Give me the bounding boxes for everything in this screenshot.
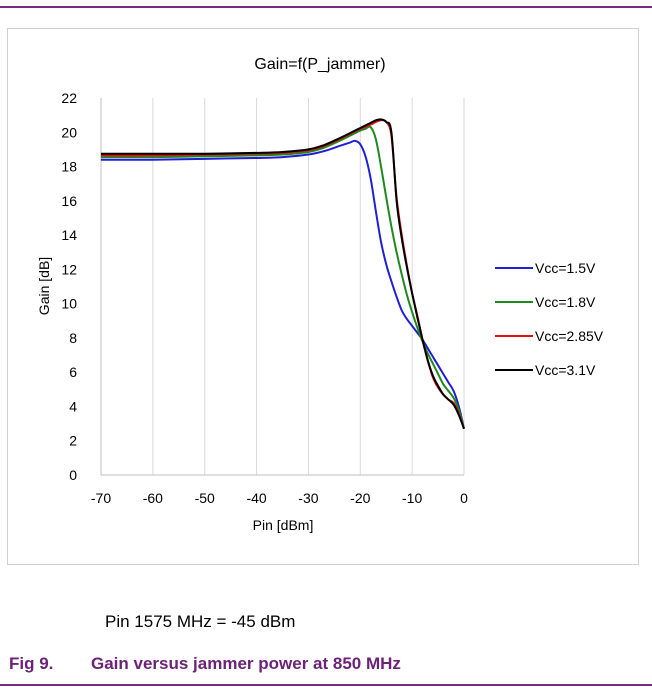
grid-layer bbox=[152, 98, 465, 475]
y-tick-label: 14 bbox=[61, 227, 77, 243]
figure-title: Gain versus jammer power at 850 MHz bbox=[91, 654, 401, 673]
legend-label: Vcc=1.5V bbox=[535, 260, 596, 276]
x-tick-label: -10 bbox=[402, 490, 422, 506]
figure-number: Fig 9. bbox=[9, 654, 54, 673]
legend-layer: Vcc=1.5V Vcc=1.8V Vcc=2.85V Vcc=3.1V bbox=[495, 260, 604, 378]
y-tick-label: 22 bbox=[61, 90, 77, 106]
figure-caption: Fig 9. Gain versus jammer power at 850 MH… bbox=[9, 654, 401, 674]
series-layer bbox=[100, 118, 465, 430]
y-tick-label: 4 bbox=[69, 398, 77, 414]
test-condition-note: Pin 1575 MHz = -45 dBm bbox=[105, 612, 296, 631]
axis-layer: -70 -60 -50 -40 -30 -20 -10 0 0 2 4 6 8 10 12 14 16 18 20 2… bbox=[61, 90, 468, 506]
y-tick-label: 10 bbox=[61, 296, 77, 312]
x-tick-label: -30 bbox=[298, 490, 318, 506]
y-tick-label: 12 bbox=[61, 261, 77, 277]
legend-label: Vcc=2.85V bbox=[535, 328, 604, 344]
x-tick-label: -20 bbox=[350, 490, 370, 506]
series-line-1 bbox=[100, 139, 465, 429]
x-tick-label: -70 bbox=[91, 490, 111, 506]
y-tick-label: 20 bbox=[61, 124, 77, 140]
x-tick-label: 0 bbox=[460, 490, 468, 506]
y-tick-label: 0 bbox=[69, 467, 77, 483]
y-tick-label: 16 bbox=[61, 193, 77, 209]
y-tick-label: 8 bbox=[69, 330, 77, 346]
legend-label: Vcc=1.8V bbox=[535, 294, 596, 310]
series-line-2 bbox=[100, 125, 465, 429]
x-axis-label: Pin [dBm] bbox=[253, 517, 314, 533]
legend-label: Vcc=3.1V bbox=[535, 362, 596, 378]
series-line-4 bbox=[101, 118, 465, 430]
y-tick-label: 2 bbox=[69, 433, 77, 449]
chart-title: Gain=f(P_jammer) bbox=[254, 56, 385, 73]
x-tick-label: -60 bbox=[143, 490, 163, 506]
bottom-rule bbox=[0, 684, 652, 686]
y-tick-label: 6 bbox=[69, 364, 77, 380]
x-tick-label: -40 bbox=[246, 490, 266, 506]
gain-chart: -70 -60 -50 -40 -30 -20 -10 0 0 2 4 6 8 10 12 14 16 18 20 2… bbox=[36, 56, 604, 533]
x-tick-label: -50 bbox=[195, 490, 215, 506]
series-line-3 bbox=[100, 119, 465, 430]
y-tick-label: 18 bbox=[61, 159, 77, 175]
y-axis-label: Gain [dB] bbox=[36, 257, 52, 315]
top-rule bbox=[0, 6, 652, 8]
